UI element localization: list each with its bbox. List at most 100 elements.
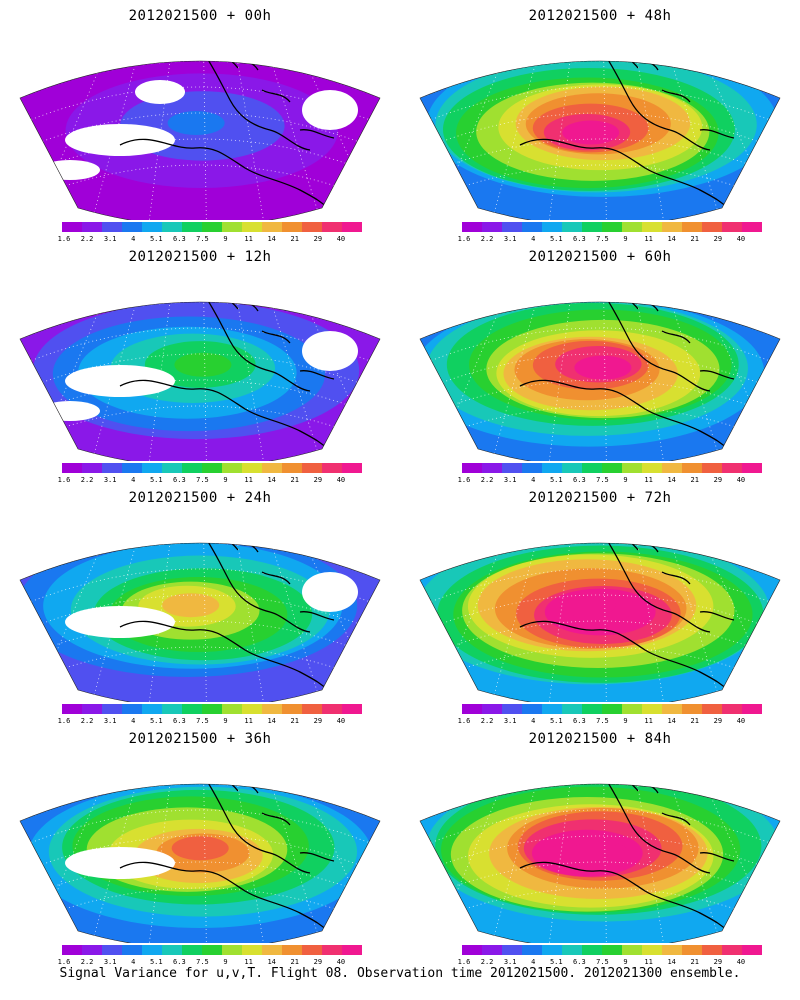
- colorbar-swatch: [622, 945, 642, 955]
- colorbar-tick-label: 3.1: [503, 476, 517, 484]
- colorbar-swatch: [562, 222, 582, 232]
- colorbar-swatch: [702, 222, 722, 232]
- colorbar-tick-label: 5.1: [149, 958, 163, 966]
- colorbar-tick-label: 21: [690, 476, 699, 484]
- colorbar-tick-label: 1.6: [457, 717, 471, 725]
- colorbar-swatch: [182, 704, 202, 714]
- colorbar-swatch: [742, 945, 762, 955]
- colorbar-labels: 1.6 2.2 3.1 4 5.1 6.3 7.5 9 11 14 21 29 40: [52, 235, 372, 245]
- colorbar-tick-label: 6.3: [173, 717, 186, 725]
- colorbar-swatch: [682, 463, 702, 473]
- colorbar-swatch: [342, 945, 362, 955]
- colorbar-tick-label: 3.1: [103, 717, 117, 725]
- colorbar-swatch: [462, 222, 482, 232]
- colorbar-swatch: [322, 945, 342, 955]
- colorbar-swatch: [642, 704, 662, 714]
- below-threshold-area: [302, 90, 358, 130]
- colorbar-tick-label: 3.1: [103, 235, 117, 243]
- colorbar-tick-label: 6.3: [173, 235, 186, 243]
- colorbar-swatch: [722, 222, 742, 232]
- colorbar-tick-label: 21: [690, 958, 699, 966]
- colorbar-swatch: [722, 945, 742, 955]
- colorbar-tick-label: 4: [131, 958, 136, 966]
- colorbar-swatch: [482, 945, 502, 955]
- colorbar-tick-label: 40: [736, 717, 746, 725]
- panel-title: 2012021500 + 24h: [128, 490, 272, 506]
- colorbar-tick-label: 3.1: [103, 958, 117, 966]
- colorbar-swatch: [162, 945, 182, 955]
- below-threshold-area: [135, 80, 185, 104]
- below-threshold-area: [302, 331, 358, 371]
- variance-contour: [171, 836, 229, 861]
- colorbar-tick-label: 2.2: [80, 958, 94, 966]
- colorbar-tick-label: 40: [336, 235, 346, 243]
- colorbar-swatch: [142, 222, 162, 232]
- colorbar-tick-label: 7.5: [596, 958, 609, 966]
- colorbar-swatch: [62, 463, 82, 473]
- colorbar-swatch: [222, 704, 242, 714]
- colorbar-tick-label: 1.6: [57, 476, 71, 484]
- colorbar-tick-label: 1.6: [457, 235, 471, 243]
- colorbar-swatch: [502, 222, 522, 232]
- colorbar-swatch: [182, 945, 202, 955]
- colorbar-tick-label: 14: [667, 476, 676, 484]
- colorbar-tick-label: 29: [713, 476, 723, 484]
- colorbar-swatch: [622, 222, 642, 232]
- colorbar-tick-label: 9: [623, 958, 628, 966]
- colorbar-tick-label: 6.3: [573, 476, 586, 484]
- colorbar-tick-label: 4: [531, 958, 536, 966]
- colorbar: [462, 222, 762, 232]
- colorbar-tick-label: 14: [267, 235, 276, 243]
- colorbar-swatch: [702, 463, 722, 473]
- colorbar-tick-label: 11: [244, 235, 253, 243]
- colorbar-swatch: [342, 704, 362, 714]
- forecast-panel: 2012021500 + 72h 1.6 2.2 3.1 4 5.1 6.3 7.5 9 11 14…: [400, 482, 800, 725]
- colorbar-swatch: [522, 945, 542, 955]
- variance-map: [419, 60, 781, 220]
- colorbar-tick-label: 5.1: [149, 717, 163, 725]
- colorbar-tick-label: 11: [644, 958, 653, 966]
- colorbar-swatch: [622, 704, 642, 714]
- variance-map: [19, 542, 381, 702]
- colorbar-swatch: [282, 463, 302, 473]
- colorbar-swatch: [102, 463, 122, 473]
- variance-map: [419, 783, 781, 943]
- colorbar-swatch: [242, 463, 262, 473]
- colorbar-swatch: [702, 945, 722, 955]
- colorbar-tick-label: 3.1: [503, 235, 517, 243]
- colorbar-swatch: [542, 463, 562, 473]
- colorbar-swatch: [542, 704, 562, 714]
- colorbar-tick-label: 7.5: [596, 476, 609, 484]
- colorbar-swatch: [302, 463, 322, 473]
- colorbar-tick-label: 4: [131, 717, 136, 725]
- colorbar-swatch: [502, 463, 522, 473]
- colorbar: [462, 945, 762, 955]
- forecast-panel: 2012021500 + 60h 1.6 2.2 3.1 4 5.1 6.3 7.5 9 11 14…: [400, 241, 800, 484]
- colorbar-tick-label: 21: [290, 958, 299, 966]
- colorbar-swatch: [262, 222, 282, 232]
- colorbar-tick-label: 2.2: [480, 476, 494, 484]
- colorbar-swatch: [462, 945, 482, 955]
- colorbar-swatch: [582, 222, 602, 232]
- colorbar-tick-label: 4: [131, 476, 136, 484]
- colorbar: [62, 463, 362, 473]
- colorbar-tick-label: 9: [223, 235, 228, 243]
- colorbar-swatch: [722, 704, 742, 714]
- colorbar-tick-label: 40: [336, 717, 346, 725]
- colorbar-tick-label: 14: [267, 476, 276, 484]
- colorbar-swatch: [282, 222, 302, 232]
- colorbar-swatch: [722, 463, 742, 473]
- colorbar-swatch: [582, 463, 602, 473]
- colorbar-swatch: [462, 704, 482, 714]
- colorbar-swatch: [82, 704, 102, 714]
- below-threshold-area: [65, 606, 175, 638]
- colorbar-tick-label: 14: [667, 717, 676, 725]
- colorbar-swatch: [262, 463, 282, 473]
- colorbar-swatch: [702, 704, 722, 714]
- below-threshold-area: [302, 572, 358, 612]
- colorbar-tick-label: 2.2: [480, 717, 494, 725]
- variance-contour: [167, 111, 225, 136]
- colorbar-swatch: [202, 704, 222, 714]
- colorbar-labels: 1.6 2.2 3.1 4 5.1 6.3 7.5 9 11 14 21 29 40: [452, 717, 772, 727]
- colorbar-swatch: [162, 222, 182, 232]
